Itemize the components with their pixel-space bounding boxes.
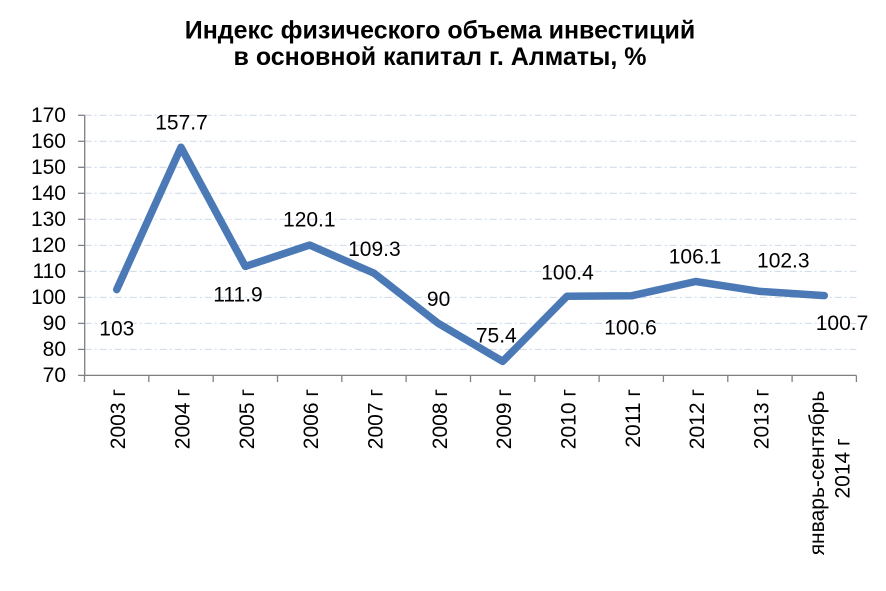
svg-text:109.3: 109.3 [348,238,401,261]
svg-text:160: 160 [31,130,66,153]
svg-text:январь-сентябрь: январь-сентябрь [806,391,829,556]
svg-text:140: 140 [31,182,66,205]
svg-text:170: 170 [31,104,66,127]
svg-text:120: 120 [31,234,66,257]
svg-text:2013 г: 2013 г [751,389,774,450]
svg-text:90: 90 [427,288,450,311]
svg-text:111.9: 111.9 [213,283,262,306]
svg-text:2012 г: 2012 г [686,389,709,450]
svg-text:2005 г: 2005 г [236,389,259,450]
svg-text:100.7: 100.7 [816,312,869,335]
svg-text:103: 103 [99,318,134,341]
svg-text:2006 г: 2006 г [300,389,323,450]
svg-text:80: 80 [43,338,66,361]
svg-text:150: 150 [31,156,66,179]
svg-text:100: 100 [31,286,66,309]
svg-text:2007 г: 2007 г [365,389,388,450]
svg-text:157.7: 157.7 [155,112,208,135]
svg-text:75.4: 75.4 [476,325,517,348]
svg-text:130: 130 [31,208,66,231]
svg-text:110: 110 [33,260,66,283]
svg-text:2010 г: 2010 г [558,389,581,450]
svg-text:2009 г: 2009 г [493,389,516,450]
svg-text:100.6: 100.6 [604,317,657,340]
svg-text:в основной капитал г. Алматы,: в основной капитал г. Алматы, % [234,43,647,71]
svg-text:100.4: 100.4 [541,262,594,285]
svg-text:Индекс физического объема инве: Индекс физического объема инвестиций [185,17,696,45]
svg-text:120.1: 120.1 [283,209,336,232]
svg-text:2011 г: 2011 г [622,389,645,448]
svg-text:102.3: 102.3 [757,250,810,273]
svg-text:90: 90 [43,312,66,335]
svg-text:2004 г: 2004 г [172,389,195,450]
svg-text:2014 г: 2014 г [832,438,855,499]
svg-text:106.1: 106.1 [669,245,722,268]
svg-text:70: 70 [43,364,66,387]
svg-text:2003 г: 2003 г [107,389,130,450]
svg-text:2008 г: 2008 г [429,389,452,450]
